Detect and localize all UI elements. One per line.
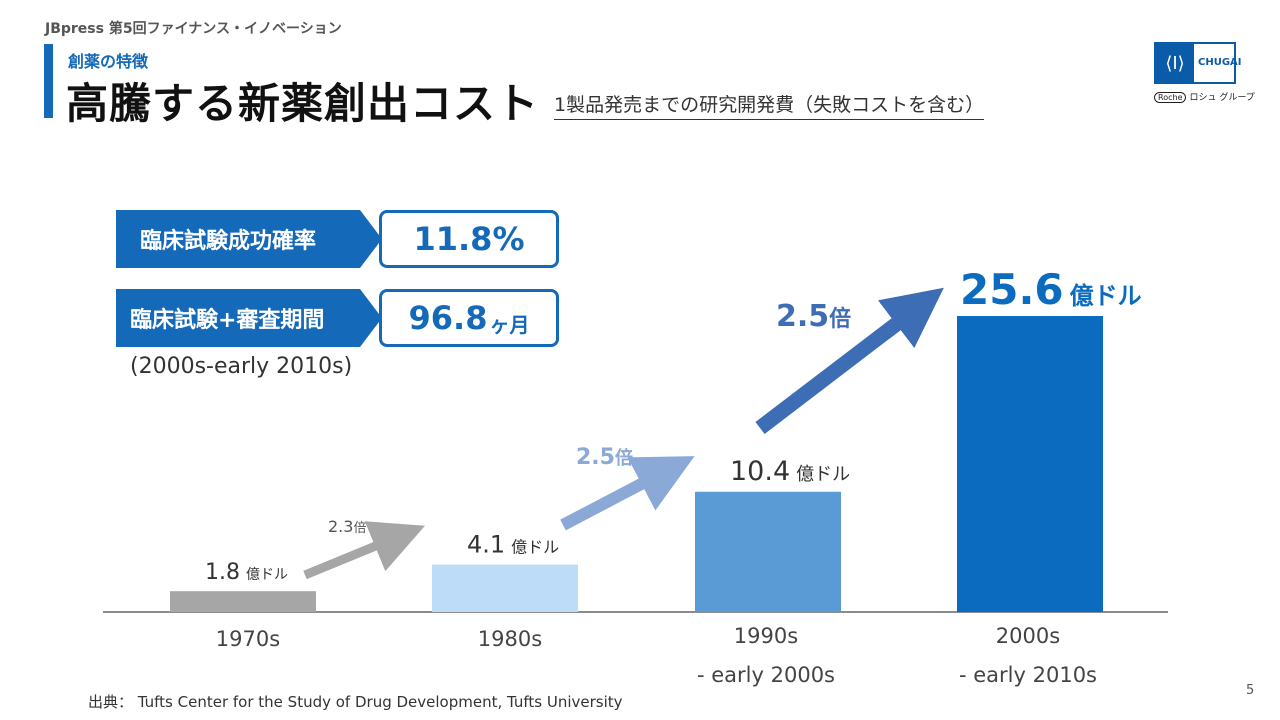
stat-value-text: 96.8	[408, 299, 488, 337]
chart-subtitle: 1製品発売までの研究開発費（失敗コストを含む）	[554, 90, 985, 120]
stat-value-duration: 96.8 ヶ月	[379, 289, 559, 347]
chugai-logo-icon: ⟨I⟩	[1156, 44, 1194, 82]
stat-value-success-rate: 11.8%	[379, 210, 559, 268]
bar-value-label: 10.4 億ドル	[730, 456, 850, 487]
stat-value-text: 11.8%	[413, 220, 525, 258]
stat-arrow-icon	[360, 289, 382, 347]
growth-arrow-icon	[560, 456, 695, 531]
roche-badge: Roche	[1154, 92, 1187, 103]
bar-value-label: 25.6 億ドル	[960, 265, 1142, 314]
bar-1990s	[695, 491, 841, 612]
bar-value-label: 4.1 億ドル	[467, 531, 559, 559]
title-accent-bar	[44, 44, 53, 118]
category-label: 1990s	[734, 624, 798, 648]
header-text: JBpress 第5回ファイナンス・イノベーション	[45, 21, 342, 37]
category-label: 1980s	[478, 627, 542, 651]
chugai-logo-text: CHUGAI	[1198, 57, 1242, 68]
bar-1970s	[170, 591, 316, 612]
category-label: 2000s	[996, 624, 1060, 648]
stat-label-duration: 臨床試験+審査期間	[116, 289, 360, 347]
growth-label: 2.5倍	[776, 299, 851, 334]
stats-period-note: (2000s-early 2010s)	[130, 354, 353, 379]
bar-1980s	[432, 564, 578, 612]
stat-arrow-icon	[360, 210, 382, 268]
growth-label: 2.3倍	[328, 517, 366, 536]
chugai-logo: ⟨I⟩ CHUGAI	[1154, 42, 1242, 84]
page-number: 5	[1246, 683, 1255, 698]
roche-group-text: ロシュ グループ	[1189, 93, 1255, 103]
stat-label-text: 臨床試験+審査期間	[130, 308, 325, 333]
bar-value-label: 1.8 億ドル	[205, 560, 288, 585]
source-citation: 出典： Tufts Center for the Study of Drug D…	[88, 693, 623, 711]
growth-label: 2.5倍	[576, 445, 633, 470]
bar-2000s	[957, 316, 1103, 612]
growth-arrow-icon	[303, 521, 425, 580]
growth-arrow-icon	[755, 287, 944, 434]
stat-label-text: 臨床試験成功確率	[140, 229, 317, 254]
roche-group-label: Roche ロシュ グループ	[1154, 90, 1255, 103]
category-label: 1970s	[216, 627, 280, 651]
section-label: 創薬の特徴	[68, 52, 149, 71]
category-label-line2: - early 2010s	[959, 663, 1097, 687]
stat-label-success-rate: 臨床試験成功確率	[116, 210, 360, 268]
category-label-line2: - early 2000s	[697, 663, 835, 687]
stat-value-unit: ヶ月	[489, 312, 530, 337]
page-title: 高騰する新薬創出コスト	[66, 79, 540, 128]
